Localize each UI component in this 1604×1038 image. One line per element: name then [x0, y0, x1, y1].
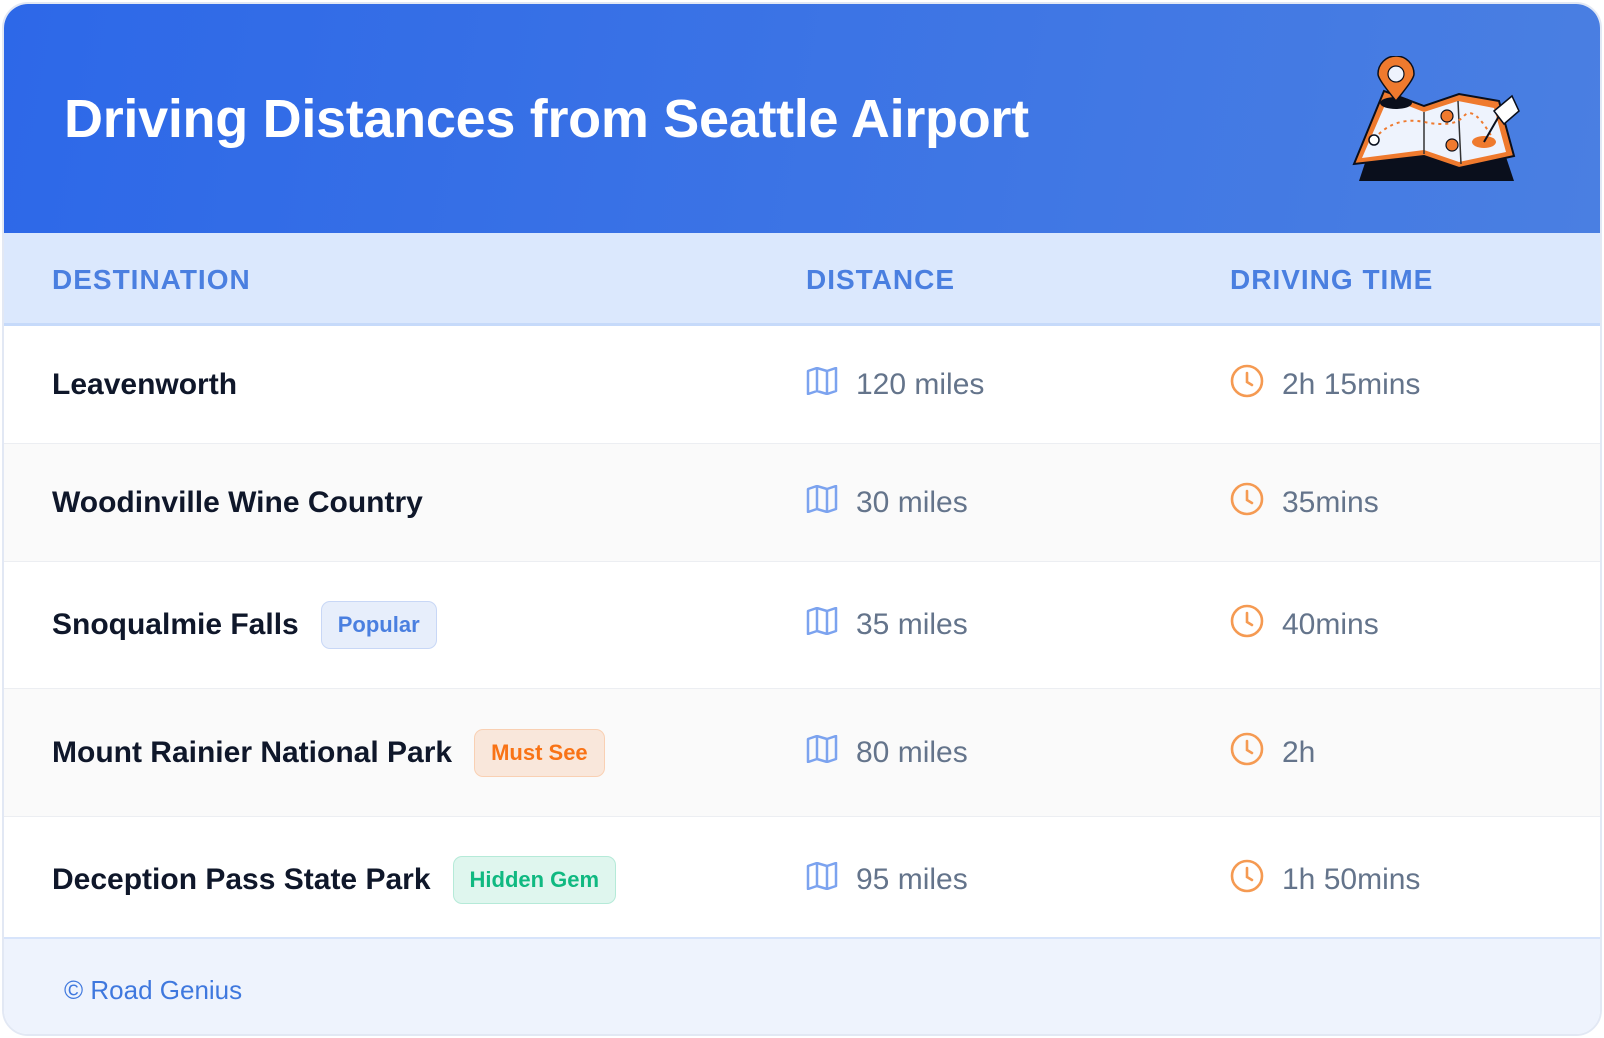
- column-header-destination: DESTINATION: [52, 264, 251, 295]
- driving-time-value: 2h: [1282, 735, 1316, 769]
- clock-icon: [1230, 859, 1264, 901]
- page-title: Driving Distances from Seattle Airport: [64, 89, 1029, 149]
- column-header-driving-time: DRIVING TIME: [1230, 264, 1434, 295]
- distance-value: 35 miles: [856, 608, 968, 641]
- destination-name: Woodinville Wine Country: [52, 485, 423, 519]
- driving-time-value: 1h 50mins: [1282, 863, 1421, 896]
- header: Driving Distances from Seattle Airport: [4, 4, 1600, 233]
- map-icon: [806, 606, 838, 643]
- table-header: DESTINATION DISTANCE DRIVING TIME: [4, 233, 1600, 326]
- map-icon: [806, 366, 838, 403]
- driving-time-value: 35mins: [1282, 485, 1379, 519]
- table-row: Deception Pass State Park Hidden Gem 95 m…: [4, 817, 1600, 944]
- table-row: Woodinville Wine Country 30 miles 35mins: [4, 444, 1600, 562]
- footer: © Road Genius: [4, 937, 1600, 1034]
- destination-name: Mount Rainier National Park: [52, 735, 453, 769]
- map-illustration-icon: [1352, 56, 1520, 181]
- table-row: Snoqualmie Falls Popular 35 miles 40mins: [4, 562, 1600, 689]
- driving-time-value: 2h 15mins: [1282, 367, 1421, 401]
- destination-name: Deception Pass State Park: [52, 863, 431, 896]
- map-icon: [806, 484, 838, 521]
- clock-icon: [1230, 732, 1264, 774]
- driving-time-value: 40mins: [1282, 608, 1379, 641]
- table-row: Leavenworth 120 miles 2h 15mins: [4, 326, 1600, 444]
- distance-value: 80 miles: [856, 735, 968, 769]
- status-badge: Hidden Gem: [452, 856, 617, 904]
- status-badge: Popular: [320, 601, 437, 649]
- clock-icon: [1230, 604, 1264, 646]
- destination-name: Leavenworth: [52, 367, 238, 401]
- table-body: Leavenworth 120 miles 2h 15mins Woodinvil…: [4, 326, 1600, 944]
- clock-icon: [1230, 364, 1264, 406]
- column-header-distance: DISTANCE: [806, 264, 956, 295]
- clock-icon: [1230, 482, 1264, 524]
- map-icon: [806, 734, 838, 771]
- distance-value: 120 miles: [856, 367, 985, 401]
- distance-value: 95 miles: [856, 863, 968, 896]
- distance-value: 30 miles: [856, 485, 968, 519]
- table-row: Mount Rainier National Park Must See 80 m…: [4, 689, 1600, 817]
- status-badge: Must See: [474, 728, 605, 777]
- destination-name: Snoqualmie Falls: [52, 608, 299, 641]
- map-icon: [806, 861, 838, 898]
- footer-credit: © Road Genius: [64, 975, 243, 1005]
